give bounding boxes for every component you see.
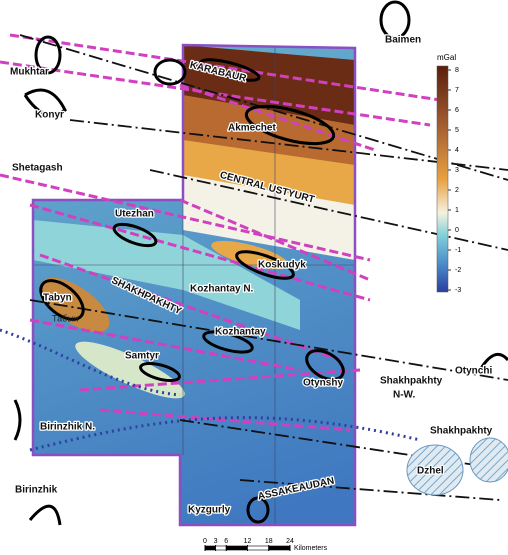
scale-segment xyxy=(205,546,216,550)
colorbar-tick-label: 0 xyxy=(455,227,459,234)
place-label: Konyr xyxy=(35,110,64,121)
scale-tick-label: 3 xyxy=(214,538,218,545)
place-label: Shetagash xyxy=(12,163,63,174)
place-label: Табын xyxy=(52,313,79,323)
colorbar-tick-label: 1 xyxy=(455,207,459,214)
colorbar-tick-label: 2 xyxy=(455,187,459,194)
colorbar-tick-label: 8 xyxy=(455,67,459,74)
place-label: Otynchi xyxy=(455,366,492,377)
scale-segment xyxy=(269,546,290,550)
place-label: Utezhan xyxy=(115,209,154,220)
colorbar-tick-label: 7 xyxy=(455,87,459,94)
colorbar-tick-label: 5 xyxy=(455,127,459,134)
place-label: Kozhantay N. xyxy=(190,284,254,295)
colorbar-tick-label: 3 xyxy=(455,167,459,174)
scale-segment xyxy=(248,546,269,550)
place-label: Samtyr xyxy=(125,351,159,362)
colorbar-unit: mGal xyxy=(437,53,456,62)
colorbar xyxy=(437,66,448,292)
place-label: Tabyn xyxy=(43,293,72,304)
place-label: N-W. xyxy=(393,390,415,401)
scale-segment xyxy=(216,546,227,550)
scale-segment xyxy=(226,546,247,550)
scale-tick-label: 0 xyxy=(203,538,207,545)
scale-tick-label: 12 xyxy=(244,538,252,545)
place-label: Birinzhik xyxy=(15,485,58,496)
place-label: Baimen xyxy=(385,35,421,46)
colorbar-tick-label: -3 xyxy=(455,287,461,294)
scale-tick-label: 6 xyxy=(224,538,228,545)
scale-tick-label: 24 xyxy=(286,538,294,545)
place-label: Birinzhik N. xyxy=(40,422,95,433)
place-label: Kozhantay xyxy=(215,327,266,338)
colorbar-tick-label: 4 xyxy=(455,147,459,154)
place-label: Shakhpakhty xyxy=(430,426,493,437)
colorbar-tick-label: -2 xyxy=(455,267,461,274)
map: BaimenMukhtarKonyrKARABAURAkmechetShetag… xyxy=(0,0,508,555)
place-label: Shakhpakhty xyxy=(380,376,443,387)
scale-unit: Kilometers xyxy=(294,545,328,552)
place-label: Koskudyk xyxy=(258,260,306,271)
colorbar-tick-label: 6 xyxy=(455,107,459,114)
colorbar-tick-label: -1 xyxy=(455,247,461,254)
scale-tick-label: 18 xyxy=(265,538,273,545)
place-label: Akmechet xyxy=(228,123,276,134)
place-label: Dzhel xyxy=(417,466,444,477)
place-label: Otynshy xyxy=(303,378,343,389)
place-label: Kyzgurly xyxy=(188,505,231,516)
place-label: Mukhtar xyxy=(10,67,49,78)
